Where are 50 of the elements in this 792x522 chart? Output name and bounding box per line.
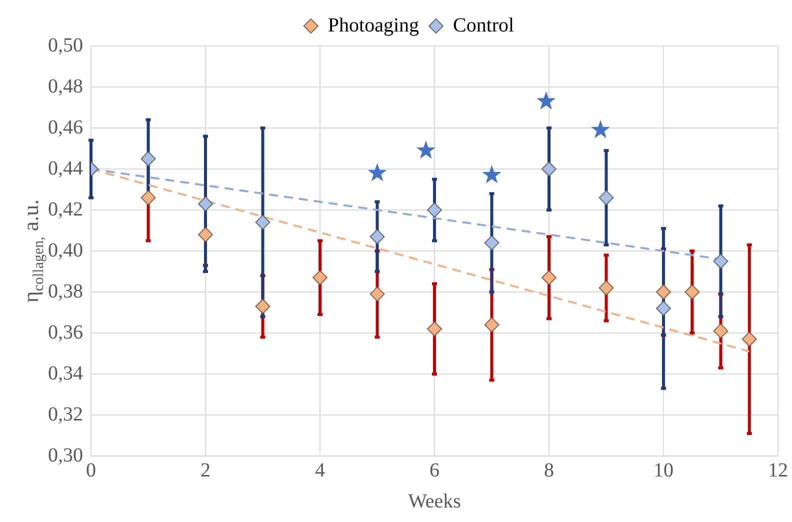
y-tick-label: 0,42 <box>48 198 83 220</box>
y-tick-label: 0,48 <box>48 75 83 98</box>
y-tick-label: 0,50 <box>48 34 83 56</box>
x-tick-label: 12 <box>768 459 788 482</box>
x-axis-title: Weeks <box>408 490 462 512</box>
legend-label: Control <box>453 14 515 36</box>
point <box>427 202 442 218</box>
y-tick-label: 0,34 <box>48 362 83 384</box>
point <box>598 280 614 296</box>
point <box>542 270 556 286</box>
point <box>484 235 500 250</box>
point <box>198 227 213 242</box>
point <box>713 323 728 338</box>
point <box>140 151 156 166</box>
point <box>656 300 671 316</box>
y-tick-label: 0,38 <box>48 280 83 302</box>
y-tick-label: 0,44 <box>48 157 83 180</box>
x-tick-label: 0 <box>86 459 96 482</box>
legend-label: Photoaging <box>328 14 420 36</box>
point <box>484 317 500 332</box>
point <box>598 190 614 206</box>
point <box>140 190 156 206</box>
point <box>370 229 385 244</box>
y-tick-label: 0,32 <box>48 403 83 426</box>
point <box>255 298 270 314</box>
point <box>370 286 385 302</box>
point <box>198 196 213 212</box>
point <box>591 120 610 138</box>
point <box>368 163 387 182</box>
point <box>255 214 270 230</box>
point <box>542 162 556 176</box>
x-tick-label: 6 <box>430 459 440 482</box>
y-tick-label: 0,40 <box>48 239 83 262</box>
x-tick-label: 10 <box>654 459 674 482</box>
x-tick-label: 4 <box>315 459 325 482</box>
x-tick-label: 8 <box>544 459 554 482</box>
point <box>427 321 442 336</box>
y-tick-label: 0,36 <box>48 321 83 344</box>
point <box>416 140 436 159</box>
point <box>482 165 502 184</box>
point <box>656 284 671 300</box>
point <box>713 254 728 269</box>
point <box>742 332 757 347</box>
point <box>536 91 556 110</box>
x-tick-label: 2 <box>200 459 210 482</box>
y-tick-label: 0,46 <box>48 116 83 138</box>
y-tick-label: 0,30 <box>48 444 83 466</box>
y-axis-title: ηcollagen, a.u. <box>18 199 47 303</box>
point <box>312 270 328 286</box>
point <box>684 284 700 300</box>
